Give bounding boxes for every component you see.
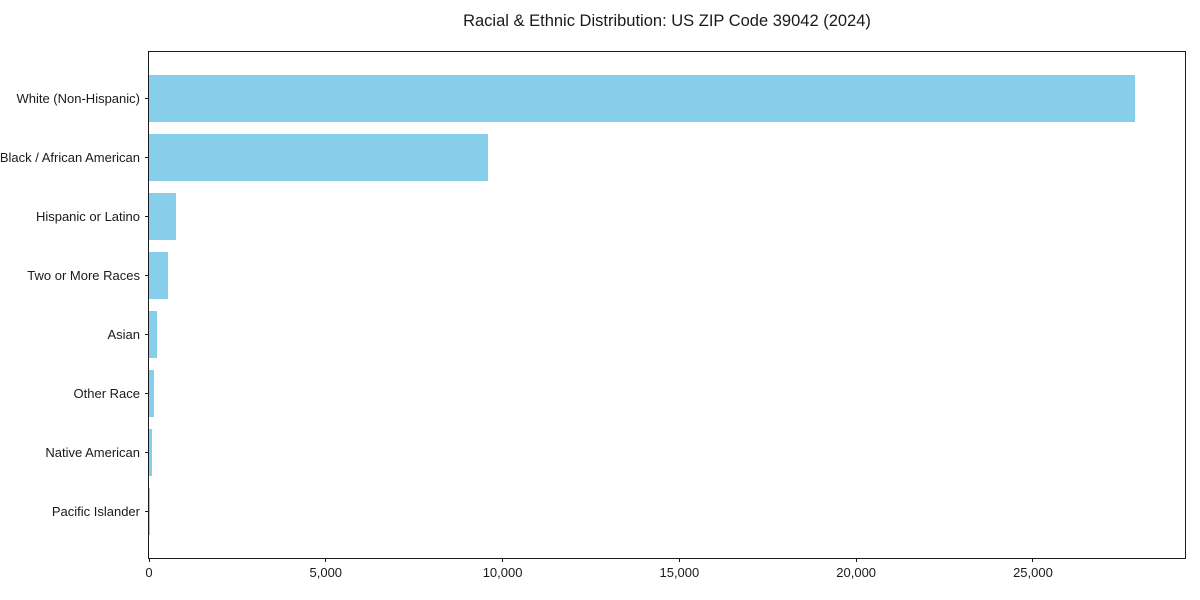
x-tick-label: 25,000 [1013, 565, 1053, 580]
y-tick-label: Black / African American [0, 149, 140, 165]
bar [149, 74, 1136, 123]
y-axis-tick [145, 452, 149, 453]
y-tick-label: Asian [107, 326, 140, 342]
x-tick-label: 0 [145, 565, 153, 580]
x-axis-tick [855, 558, 857, 562]
y-axis-tick [145, 393, 149, 394]
y-axis-tick [145, 216, 149, 217]
plot-area: White (Non-Hispanic) Black / African Amer… [0, 51, 1186, 580]
y-tick-label: Pacific Islander [51, 503, 140, 519]
y-axis-tick [145, 275, 149, 276]
y-tick-label: Native American [45, 444, 140, 460]
x-axis-tick [502, 558, 504, 562]
y-tick-label: Two or More Races [27, 267, 140, 283]
y-axis-tick [145, 98, 149, 99]
bar [149, 133, 488, 182]
x-tick-label: 5,000 [309, 565, 343, 580]
x-axis-tick [325, 558, 327, 562]
y-axis-tick [145, 334, 149, 335]
chart-title: Racial & Ethnic Distribution: US ZIP Cod… [463, 12, 871, 30]
y-tick-label: Other Race [73, 385, 140, 401]
bar [149, 251, 169, 300]
x-axis-tick [1032, 558, 1034, 562]
y-tick-label: Hispanic or Latino [35, 208, 140, 224]
x-tick-label: 15,000 [659, 565, 700, 580]
bar [149, 428, 152, 477]
y-tick-label: White (Non-Hispanic) [16, 90, 140, 106]
bar [149, 192, 176, 241]
bar [149, 369, 155, 418]
y-axis-tick [145, 511, 149, 512]
x-tick-label: 20,000 [836, 565, 877, 580]
x-tick-label: 10,000 [482, 565, 523, 580]
x-axis-tick [678, 558, 680, 562]
bar [149, 310, 158, 359]
x-axis-tick [148, 558, 150, 562]
y-axis-tick [145, 157, 149, 158]
